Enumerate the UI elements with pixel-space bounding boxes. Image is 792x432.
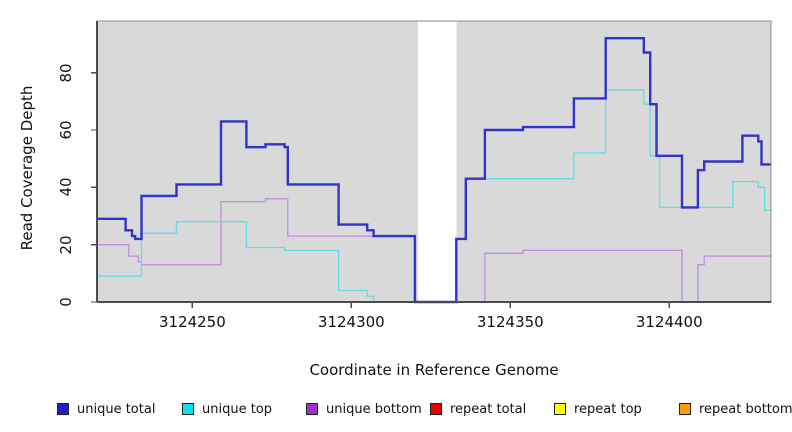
- legend-item-unique-total: unique total: [57, 399, 155, 419]
- repeat-bottom-swatch-icon: [679, 403, 691, 415]
- legend-label: unique bottom: [326, 401, 422, 417]
- legend-label: repeat total: [450, 401, 527, 417]
- legend-label: repeat bottom: [699, 401, 792, 417]
- x-tick-label: 3124400: [635, 313, 703, 331]
- y-tick-label: 20: [57, 235, 75, 255]
- legend-item-unique-bottom: unique bottom: [306, 399, 422, 419]
- repeat-total-swatch-icon: [430, 403, 442, 415]
- y-tick-label: 80: [57, 63, 75, 83]
- legend-label: unique top: [202, 401, 273, 417]
- x-tick-label: 3124250: [158, 313, 226, 331]
- y-axis-title: Read Coverage Depth: [18, 85, 36, 251]
- legend-label: repeat top: [574, 401, 642, 417]
- y-tick-label: 60: [57, 120, 75, 140]
- repeat-top-swatch-icon: [554, 403, 566, 415]
- masked-region: [418, 21, 457, 302]
- y-tick-label: 0: [57, 297, 75, 307]
- legend-item-unique-top: unique top: [182, 399, 272, 419]
- series-line-unique-total: [97, 37, 771, 304]
- legend-item-repeat-total: repeat total: [430, 399, 526, 419]
- legend-label: unique total: [77, 401, 156, 417]
- legend-item-repeat-bottom: repeat bottom: [679, 399, 792, 419]
- unique-bottom-swatch-icon: [306, 403, 318, 415]
- legend-item-repeat-top: repeat top: [554, 399, 642, 419]
- x-tick-label: 3124350: [476, 313, 544, 331]
- x-tick-label: 3124300: [317, 313, 385, 331]
- unique-top-swatch-icon: [182, 403, 194, 415]
- y-tick-label: 40: [57, 177, 75, 197]
- x-axis-title: Coordinate in Reference Genome: [309, 361, 559, 379]
- legend: unique total unique top unique bottom re…: [0, 399, 792, 419]
- unique-total-swatch-icon: [57, 403, 69, 415]
